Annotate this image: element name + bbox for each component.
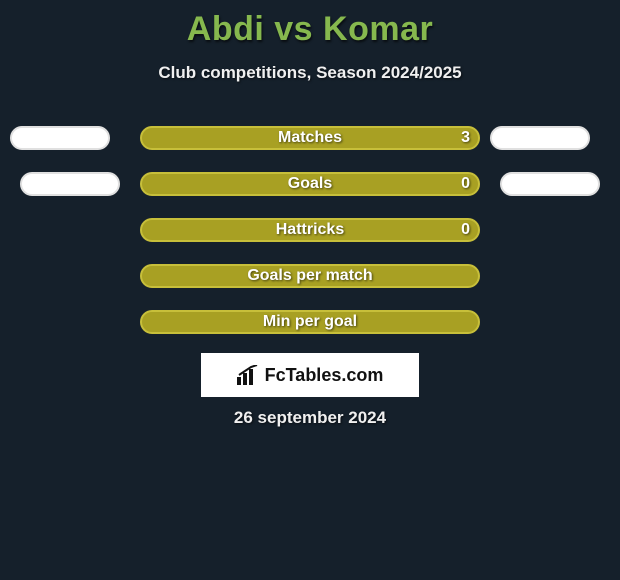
comparison-infographic: Abdi vs Komar Club competitions, Season … bbox=[0, 0, 620, 580]
stat-row: Goals per match bbox=[0, 256, 620, 302]
stat-label: Goals per match bbox=[140, 264, 480, 288]
stat-bar-right bbox=[500, 172, 600, 196]
stat-bar-left bbox=[10, 126, 110, 150]
stat-value-right: 0 bbox=[461, 218, 470, 242]
date-label: 26 september 2024 bbox=[0, 408, 620, 428]
stat-row: Hattricks0 bbox=[0, 210, 620, 256]
stat-value-right: 0 bbox=[461, 172, 470, 196]
stat-row: Goals0 bbox=[0, 164, 620, 210]
stat-bar-left bbox=[20, 172, 120, 196]
page-title: Abdi vs Komar bbox=[0, 0, 620, 49]
stat-label: Matches bbox=[140, 126, 480, 150]
page-subtitle: Club competitions, Season 2024/2025 bbox=[0, 63, 620, 83]
stat-bar-right bbox=[490, 126, 590, 150]
brand-badge: FcTables.com bbox=[201, 353, 419, 397]
stat-rows: Matches3Goals0Hattricks0Goals per matchM… bbox=[0, 118, 620, 348]
brand-text: FcTables.com bbox=[265, 365, 384, 386]
chart-icon bbox=[237, 365, 259, 385]
stat-row: Matches3 bbox=[0, 118, 620, 164]
stat-row: Min per goal bbox=[0, 302, 620, 348]
stat-value-right: 3 bbox=[461, 126, 470, 150]
stat-label: Goals bbox=[140, 172, 480, 196]
stat-label: Min per goal bbox=[140, 310, 480, 334]
stat-label: Hattricks bbox=[140, 218, 480, 242]
